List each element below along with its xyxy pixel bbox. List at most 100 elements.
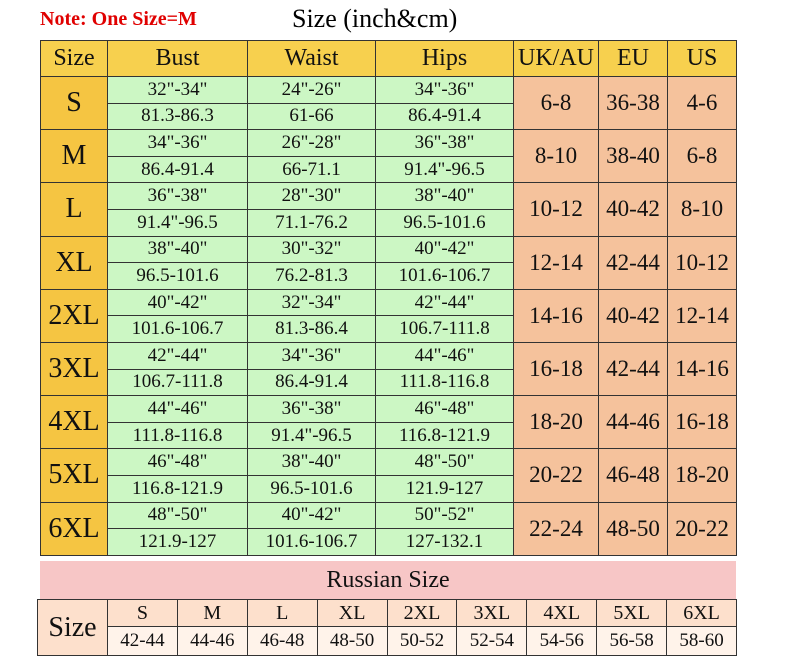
column-header: Hips	[375, 40, 514, 77]
intl-cell: 38-40	[598, 129, 668, 184]
russian-size: 4XL	[526, 599, 598, 627]
inch-cell: 28"-30"	[247, 182, 376, 210]
cm-cell: 111.8-116.8	[107, 421, 248, 450]
inch-cell: 40"-42"	[247, 501, 376, 530]
cm-cell: 91.4"-96.5	[375, 155, 514, 184]
cm-cell: 116.8-121.9	[107, 475, 248, 503]
inch-cell: 38"-40"	[107, 235, 248, 264]
inch-cell: 42"-44"	[375, 288, 514, 317]
cm-cell: 121.9-127	[107, 528, 248, 556]
cm-cell: 96.5-101.6	[107, 262, 248, 290]
intl-cell: 48-50	[598, 501, 668, 556]
cm-cell: 86.4-91.4	[375, 102, 514, 131]
russian-size: 5XL	[596, 599, 668, 627]
intl-cell: 8-10	[513, 129, 599, 184]
size-cell: 5XL	[40, 448, 108, 503]
cm-cell: 127-132.1	[375, 528, 514, 556]
intl-cell: 14-16	[513, 288, 599, 343]
cm-cell: 101.6-106.7	[107, 315, 248, 343]
cm-cell: 86.4-91.4	[247, 368, 376, 397]
cm-cell: 96.5-101.6	[247, 475, 376, 503]
russian-value: 42-44	[107, 626, 178, 656]
inch-cell: 36"-38"	[107, 182, 248, 210]
intl-cell: 40-42	[598, 182, 668, 237]
russian-size: 6XL	[666, 599, 737, 627]
intl-cell: 20-22	[513, 448, 599, 503]
intl-cell: 36-38	[598, 76, 668, 131]
russian-value: 56-58	[596, 626, 668, 656]
russian-size: M	[176, 599, 248, 627]
note: Note: One Size=M	[40, 8, 197, 30]
russian-value: 48-50	[316, 626, 388, 656]
cm-cell: 106.7-111.8	[107, 368, 248, 397]
cm-cell: 86.4-91.4	[107, 155, 248, 184]
cm-cell: 111.8-116.8	[375, 368, 514, 397]
cm-cell: 91.4"-96.5	[107, 209, 248, 237]
intl-cell: 16-18	[667, 395, 737, 450]
cm-cell: 91.4"-96.5	[247, 421, 376, 450]
column-header: Bust	[107, 40, 248, 77]
inch-cell: 32"-34"	[107, 76, 248, 104]
intl-cell: 42-44	[598, 342, 668, 397]
intl-cell: 10-12	[667, 235, 737, 290]
inch-cell: 36"-38"	[247, 395, 376, 423]
cm-cell: 101.6-106.7	[375, 262, 514, 290]
intl-cell: 4-6	[667, 76, 737, 131]
inch-cell: 46"-48"	[375, 395, 514, 423]
intl-cell: 20-22	[667, 501, 737, 556]
intl-cell: 16-18	[513, 342, 599, 397]
intl-cell: 40-42	[598, 288, 668, 343]
intl-cell: 42-44	[598, 235, 668, 290]
inch-cell: 50"-52"	[375, 501, 514, 530]
column-header: EU	[598, 40, 668, 77]
size-cell: S	[40, 76, 108, 131]
inch-cell: 26"-28"	[247, 129, 376, 157]
inch-cell: 34"-36"	[375, 76, 514, 104]
russian-size: S	[107, 599, 178, 627]
russian-title: Russian Size	[40, 561, 736, 599]
cm-cell: 81.3-86.4	[247, 315, 376, 343]
size-cell: XL	[40, 235, 108, 290]
russian-value: 58-60	[666, 626, 737, 656]
column-header: Size	[40, 40, 108, 77]
inch-cell: 48"-50"	[107, 501, 248, 530]
inch-cell: 38"-40"	[247, 448, 376, 476]
intl-cell: 8-10	[667, 182, 737, 237]
inch-cell: 36"-38"	[375, 129, 514, 157]
cm-cell: 66-71.1	[247, 155, 376, 184]
intl-cell: 44-46	[598, 395, 668, 450]
intl-cell: 6-8	[667, 129, 737, 184]
intl-cell: 14-16	[667, 342, 737, 397]
intl-cell: 46-48	[598, 448, 668, 503]
title: Size (inch&cm)	[292, 4, 458, 33]
russian-size: XL	[316, 599, 388, 627]
cm-cell: 76.2-81.3	[247, 262, 376, 290]
cm-cell: 96.5-101.6	[375, 209, 514, 237]
inch-cell: 34"-36"	[247, 342, 376, 370]
cm-cell: 61-66	[247, 102, 376, 131]
russian-size: 3XL	[456, 599, 528, 627]
russian-size: 2XL	[386, 599, 458, 627]
russian-value: 54-56	[526, 626, 598, 656]
cm-cell: 106.7-111.8	[375, 315, 514, 343]
inch-cell: 44"-46"	[107, 395, 248, 423]
intl-cell: 18-20	[513, 395, 599, 450]
inch-cell: 34"-36"	[107, 129, 248, 157]
russian-label: Size	[37, 599, 108, 656]
russian-value: 44-46	[176, 626, 248, 656]
column-header: US	[667, 40, 737, 77]
size-cell: L	[40, 182, 108, 237]
inch-cell: 46"-48"	[107, 448, 248, 476]
intl-cell: 10-12	[513, 182, 599, 237]
intl-cell: 12-14	[513, 235, 599, 290]
size-cell: 4XL	[40, 395, 108, 450]
cm-cell: 101.6-106.7	[247, 528, 376, 556]
size-cell: 2XL	[40, 288, 108, 343]
inch-cell: 40"-42"	[375, 235, 514, 264]
size-cell: M	[40, 129, 108, 184]
size-cell: 6XL	[40, 501, 108, 556]
inch-cell: 24"-26"	[247, 76, 376, 104]
intl-cell: 6-8	[513, 76, 599, 131]
russian-value: 52-54	[456, 626, 528, 656]
